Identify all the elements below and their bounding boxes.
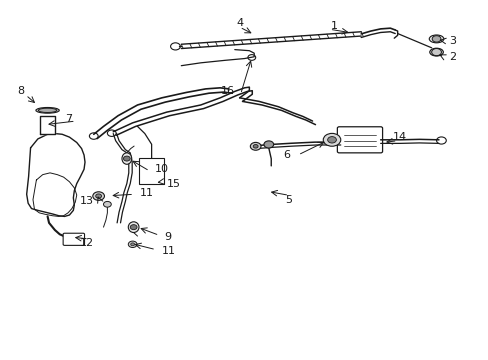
Circle shape [123,156,130,161]
Text: 11: 11 [140,188,154,198]
Circle shape [96,194,102,198]
Text: 12: 12 [79,238,93,248]
Text: 16: 16 [220,86,234,96]
Text: 13: 13 [80,197,94,206]
Text: 10: 10 [154,164,168,174]
Text: 15: 15 [166,179,181,189]
Circle shape [130,243,134,246]
Polygon shape [40,116,55,134]
Ellipse shape [36,108,59,113]
Circle shape [103,202,111,207]
Circle shape [128,241,137,248]
Text: 7: 7 [64,114,72,124]
Text: 4: 4 [236,18,243,28]
Text: 9: 9 [164,232,171,242]
Text: 2: 2 [448,52,455,62]
Circle shape [431,36,440,42]
Ellipse shape [122,153,131,164]
Text: 14: 14 [392,132,407,142]
FancyBboxPatch shape [139,158,164,184]
Text: 3: 3 [448,36,455,46]
Circle shape [130,225,137,230]
Circle shape [264,141,273,148]
Text: 11: 11 [162,247,176,256]
Circle shape [327,136,336,143]
Circle shape [93,192,104,201]
Polygon shape [27,134,85,216]
Text: 1: 1 [330,21,337,31]
Text: 8: 8 [17,86,24,96]
FancyBboxPatch shape [63,233,84,246]
Ellipse shape [128,222,139,233]
FancyBboxPatch shape [337,127,382,153]
Ellipse shape [38,108,57,112]
Ellipse shape [429,48,443,56]
Text: 6: 6 [283,150,290,160]
Text: 5: 5 [284,195,291,204]
Circle shape [323,134,340,146]
Circle shape [250,143,261,150]
Circle shape [253,144,258,148]
Ellipse shape [428,35,443,43]
